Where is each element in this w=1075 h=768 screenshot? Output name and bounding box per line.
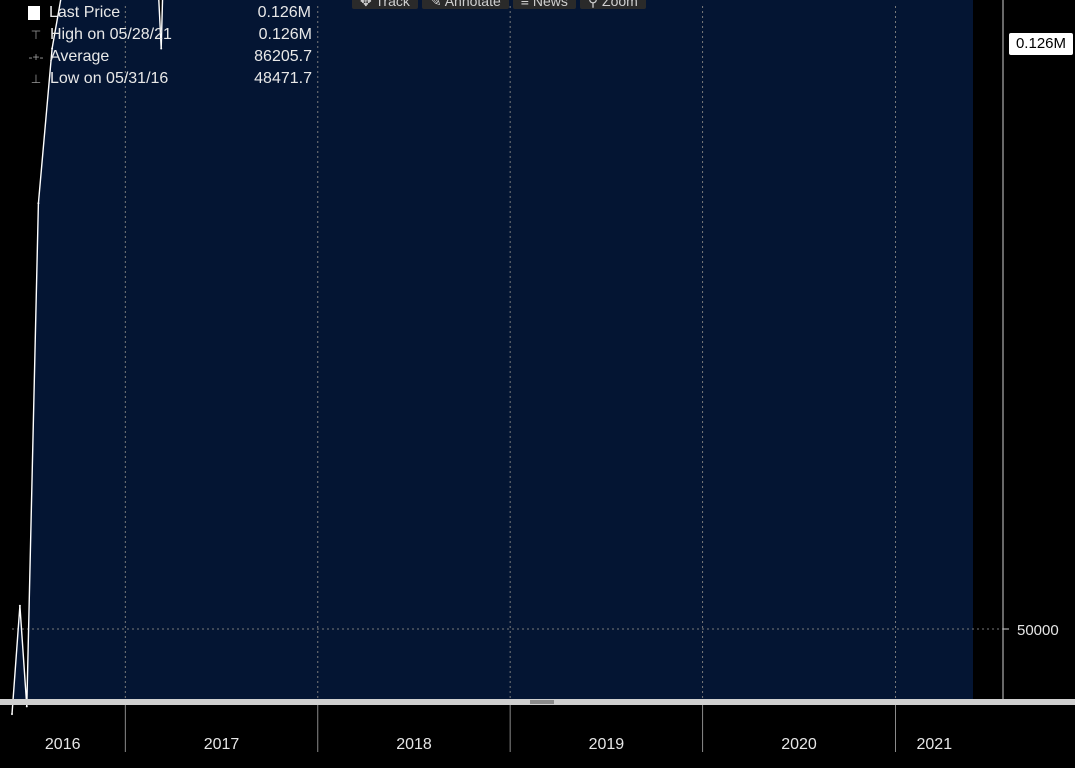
annotate-icon: ✎: [429, 0, 445, 9]
legend-label: Average: [50, 48, 110, 65]
legend-row-average: -+- Average 86205.7: [28, 46, 313, 68]
legend-label: High on 05/28/21: [50, 26, 172, 43]
track-button[interactable]: ✥ Track: [352, 0, 418, 9]
data-point: [160, 47, 163, 50]
legend-value: 48471.7: [254, 70, 312, 87]
chart-legend: Last Price 0.126M ⊤ High on 05/28/21 0.1…: [28, 2, 312, 90]
legend-value: 0.126M: [257, 4, 311, 21]
legend-label: Last Price: [49, 4, 121, 21]
data-point: [11, 713, 13, 716]
data-point: [18, 604, 21, 607]
legend-label: Low on 05/31/16: [50, 70, 169, 87]
x-tick-label: 2021: [917, 736, 953, 753]
news-icon: ≡: [520, 0, 533, 9]
track-label: Track: [375, 0, 410, 9]
scrollbar-grip-icon: [530, 700, 554, 704]
x-tick-label: 2018: [396, 736, 432, 753]
x-tick-label: 2020: [781, 736, 817, 753]
news-button[interactable]: ≡ News: [512, 0, 576, 9]
zoom-button[interactable]: ⚲ Zoom: [579, 0, 646, 9]
y-tick-label: 50000: [1017, 622, 1059, 639]
low-marker-icon: ⊥: [30, 72, 42, 86]
data-point: [25, 705, 28, 708]
last-price-badge: 0.126M: [1009, 33, 1073, 55]
data-point: [51, 47, 54, 50]
news-label: News: [532, 0, 568, 9]
chart-toolbar: ✥ Track ✎ Annotate ≡ News ⚲ Zoom: [352, 0, 646, 9]
legend-row-low: ⊥ Low on 05/31/16 48471.7: [28, 68, 312, 90]
zoom-icon: ⚲: [587, 0, 603, 9]
x-tick-label: 2019: [589, 736, 625, 753]
annotate-button[interactable]: ✎ Annotate: [421, 0, 509, 9]
zoom-label: Zoom: [602, 0, 638, 9]
annotate-label: Annotate: [444, 0, 501, 9]
average-marker-icon: -+-: [28, 50, 44, 64]
legend-row-last-price[interactable]: Last Price 0.126M: [28, 2, 312, 24]
x-tick-label: 2017: [204, 736, 240, 753]
series-area-fill: [12, 0, 973, 715]
legend-value: 0.126M: [258, 26, 312, 43]
data-point: [37, 202, 40, 205]
track-icon: ✥: [360, 0, 376, 9]
legend-row-high: ⊤ High on 05/28/21 0.126M: [28, 24, 312, 46]
x-tick-label: 2016: [45, 736, 81, 753]
high-marker-icon: ⊤: [30, 28, 42, 42]
last-price-swatch-icon: [28, 6, 40, 20]
legend-value: 86205.7: [254, 48, 312, 65]
